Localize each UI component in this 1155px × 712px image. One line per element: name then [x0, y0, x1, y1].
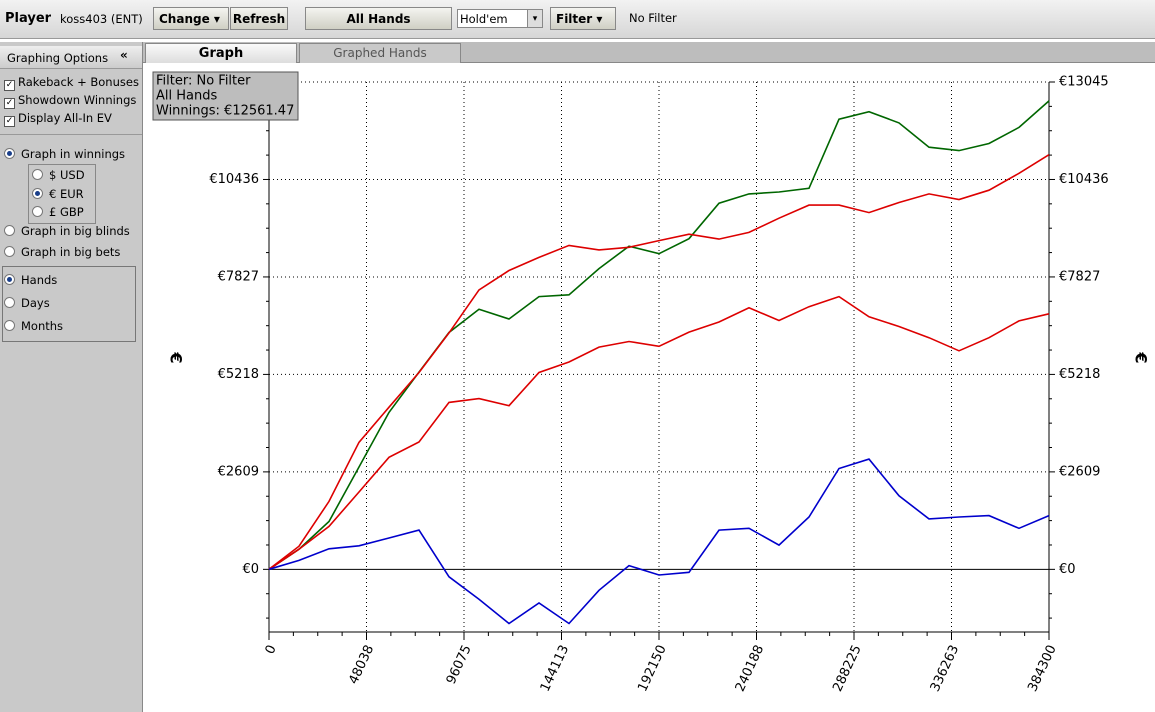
annotation: All Hands — [156, 89, 217, 104]
game-select[interactable]: Hold'em ▾ — [457, 9, 543, 28]
label: Days — [21, 296, 50, 310]
radio[interactable]: £ GBP — [32, 205, 84, 219]
checkbox[interactable]: ✓ Display All-In EV — [4, 111, 112, 127]
sidebar-header: Graphing Options « — [0, 46, 142, 69]
y-axis-label: € — [167, 351, 186, 363]
change-button[interactable]: Change ▾ — [153, 7, 229, 30]
y-tick-label: €13045 — [1059, 75, 1109, 90]
y-tick-label: €5218 — [218, 367, 259, 382]
sidebar: Graphing Options « ✓ Rakeback + Bonuses ✓… — [0, 42, 143, 712]
annotation: Filter: No Filter — [156, 74, 251, 89]
label: € EUR — [49, 187, 84, 201]
radio[interactable]: Days — [4, 296, 50, 310]
refresh-button[interactable]: Refresh — [230, 7, 288, 30]
period-box — [2, 266, 136, 342]
collapse[interactable]: « — [120, 48, 128, 62]
label: Showdown Winnings — [18, 93, 137, 107]
radio[interactable]: Months — [4, 319, 63, 333]
filter-button[interactable]: Filter ▾ — [550, 7, 616, 30]
game: Hold'em — [460, 12, 508, 26]
tab[interactable]: Graph — [145, 43, 297, 63]
radio[interactable]: Graph in big blinds — [4, 224, 130, 238]
x-tick-label: 288225 — [830, 643, 865, 694]
x-tick-label: 0 — [263, 643, 280, 657]
series-line — [268, 100, 1050, 570]
y-tick-label: €10436 — [209, 172, 259, 187]
tab[interactable]: Graphed Hands — [299, 43, 461, 63]
radio[interactable]: Graph in big bets — [4, 245, 120, 259]
annotation: Winnings: €12561.47 — [156, 104, 294, 119]
x-tick-label: 48038 — [346, 643, 377, 687]
toolbar: Player koss403 (ENT) Change ▾ Refresh Al… — [0, 0, 1155, 39]
y-tick-label: €10436 — [1059, 172, 1109, 187]
radio[interactable]: Graph in winnings — [4, 147, 125, 161]
label: Graph in big bets — [21, 245, 121, 259]
x-tick-label: 96075 — [444, 643, 475, 687]
filter-status: No Filter — [629, 11, 677, 25]
x-tick-label: 384300 — [1025, 643, 1060, 694]
all-hands-button[interactable]: All Hands — [305, 7, 452, 30]
sidebar-title: Graphing Options — [7, 51, 109, 65]
label: Display All-In EV — [18, 111, 112, 125]
y-tick-label: €0 — [242, 562, 259, 577]
tab-bar: Graph Graphed Hands — [143, 42, 1155, 63]
chart: € € €0 €0 €2609 €2609 €5218 €5218 €7827 €7827 €1… — [152, 71, 1151, 694]
label: Filter — [556, 12, 593, 26]
label: $ USD — [49, 168, 85, 182]
series-line — [268, 458, 1050, 625]
series-line — [268, 154, 1050, 570]
label: Rakeback + Bonuses — [18, 75, 139, 89]
player-label: Player — [5, 11, 52, 26]
y-tick-label: €7827 — [1059, 269, 1100, 284]
currency-box — [28, 164, 96, 224]
label: Change — [159, 12, 210, 26]
y-tick-label: €2609 — [218, 464, 259, 479]
label: Graph in winnings — [21, 147, 126, 161]
y-tick-label: €7827 — [218, 269, 259, 284]
label: Graph in big blinds — [21, 224, 130, 238]
x-tick-label: 144113 — [538, 643, 573, 694]
player-name: koss403 (ENT) — [60, 12, 143, 26]
label: Hands — [21, 273, 58, 287]
y-tick-label: €2609 — [1059, 464, 1100, 479]
annotation-box — [152, 71, 299, 121]
label: £ GBP — [49, 205, 84, 219]
series-line — [268, 295, 1050, 570]
radio[interactable]: Hands — [4, 273, 57, 287]
x-tick-label: 240188 — [733, 643, 768, 694]
radio[interactable]: € EUR — [32, 187, 84, 201]
x-tick-label: 336263 — [928, 643, 963, 694]
x-tick-label: 192150 — [635, 643, 670, 694]
y-axis-label: € — [1132, 351, 1151, 363]
y-tick-label: €0 — [1059, 562, 1076, 577]
checkbox[interactable]: ✓ Rakeback + Bonuses — [4, 75, 139, 91]
checkbox[interactable]: ✓ Showdown Winnings — [4, 93, 137, 109]
label: Months — [21, 319, 64, 333]
y-tick-label: €5218 — [1059, 367, 1100, 382]
radio[interactable]: $ USD — [32, 168, 85, 182]
